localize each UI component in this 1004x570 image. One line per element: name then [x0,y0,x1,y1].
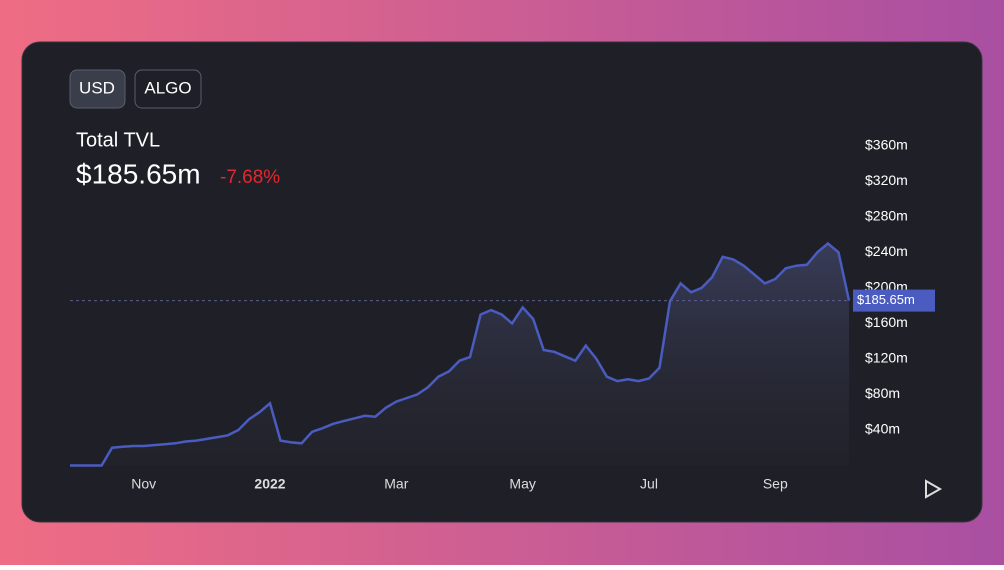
y-tick-label: $320m [865,172,908,188]
algo-button[interactable] [134,69,202,109]
x-tick-label: May [509,476,535,492]
y-tick-label: $160m [865,314,908,330]
x-tick-label: Sep [763,476,788,492]
usd-button[interactable] [69,69,126,109]
y-tick-label: $80m [865,385,900,401]
chart-title: Total TVL [76,129,160,151]
y-tick-label: $40m [865,421,900,437]
x-tick-label: Jul [640,476,658,492]
last-value-tag [853,289,935,312]
x-tick-label: Nov [131,476,156,492]
x-tick-label: 2022 [254,476,285,492]
line [70,241,851,467]
y-tick-label: $240m [865,243,908,259]
play-button[interactable] [925,479,943,499]
area [70,243,849,466]
algo-label[interactable]: ALGO [144,78,191,97]
change: -7.68% [220,167,280,188]
x-tick-label: Mar [384,476,408,492]
usd-label[interactable]: USD [79,78,115,97]
current-value: $185.65m [76,158,201,189]
y-tick-label: $360m [865,136,908,152]
last-value-label: $185.65m [857,292,915,307]
y-tick-label: $120m [865,350,908,366]
y-tick-label: $280m [865,208,908,224]
